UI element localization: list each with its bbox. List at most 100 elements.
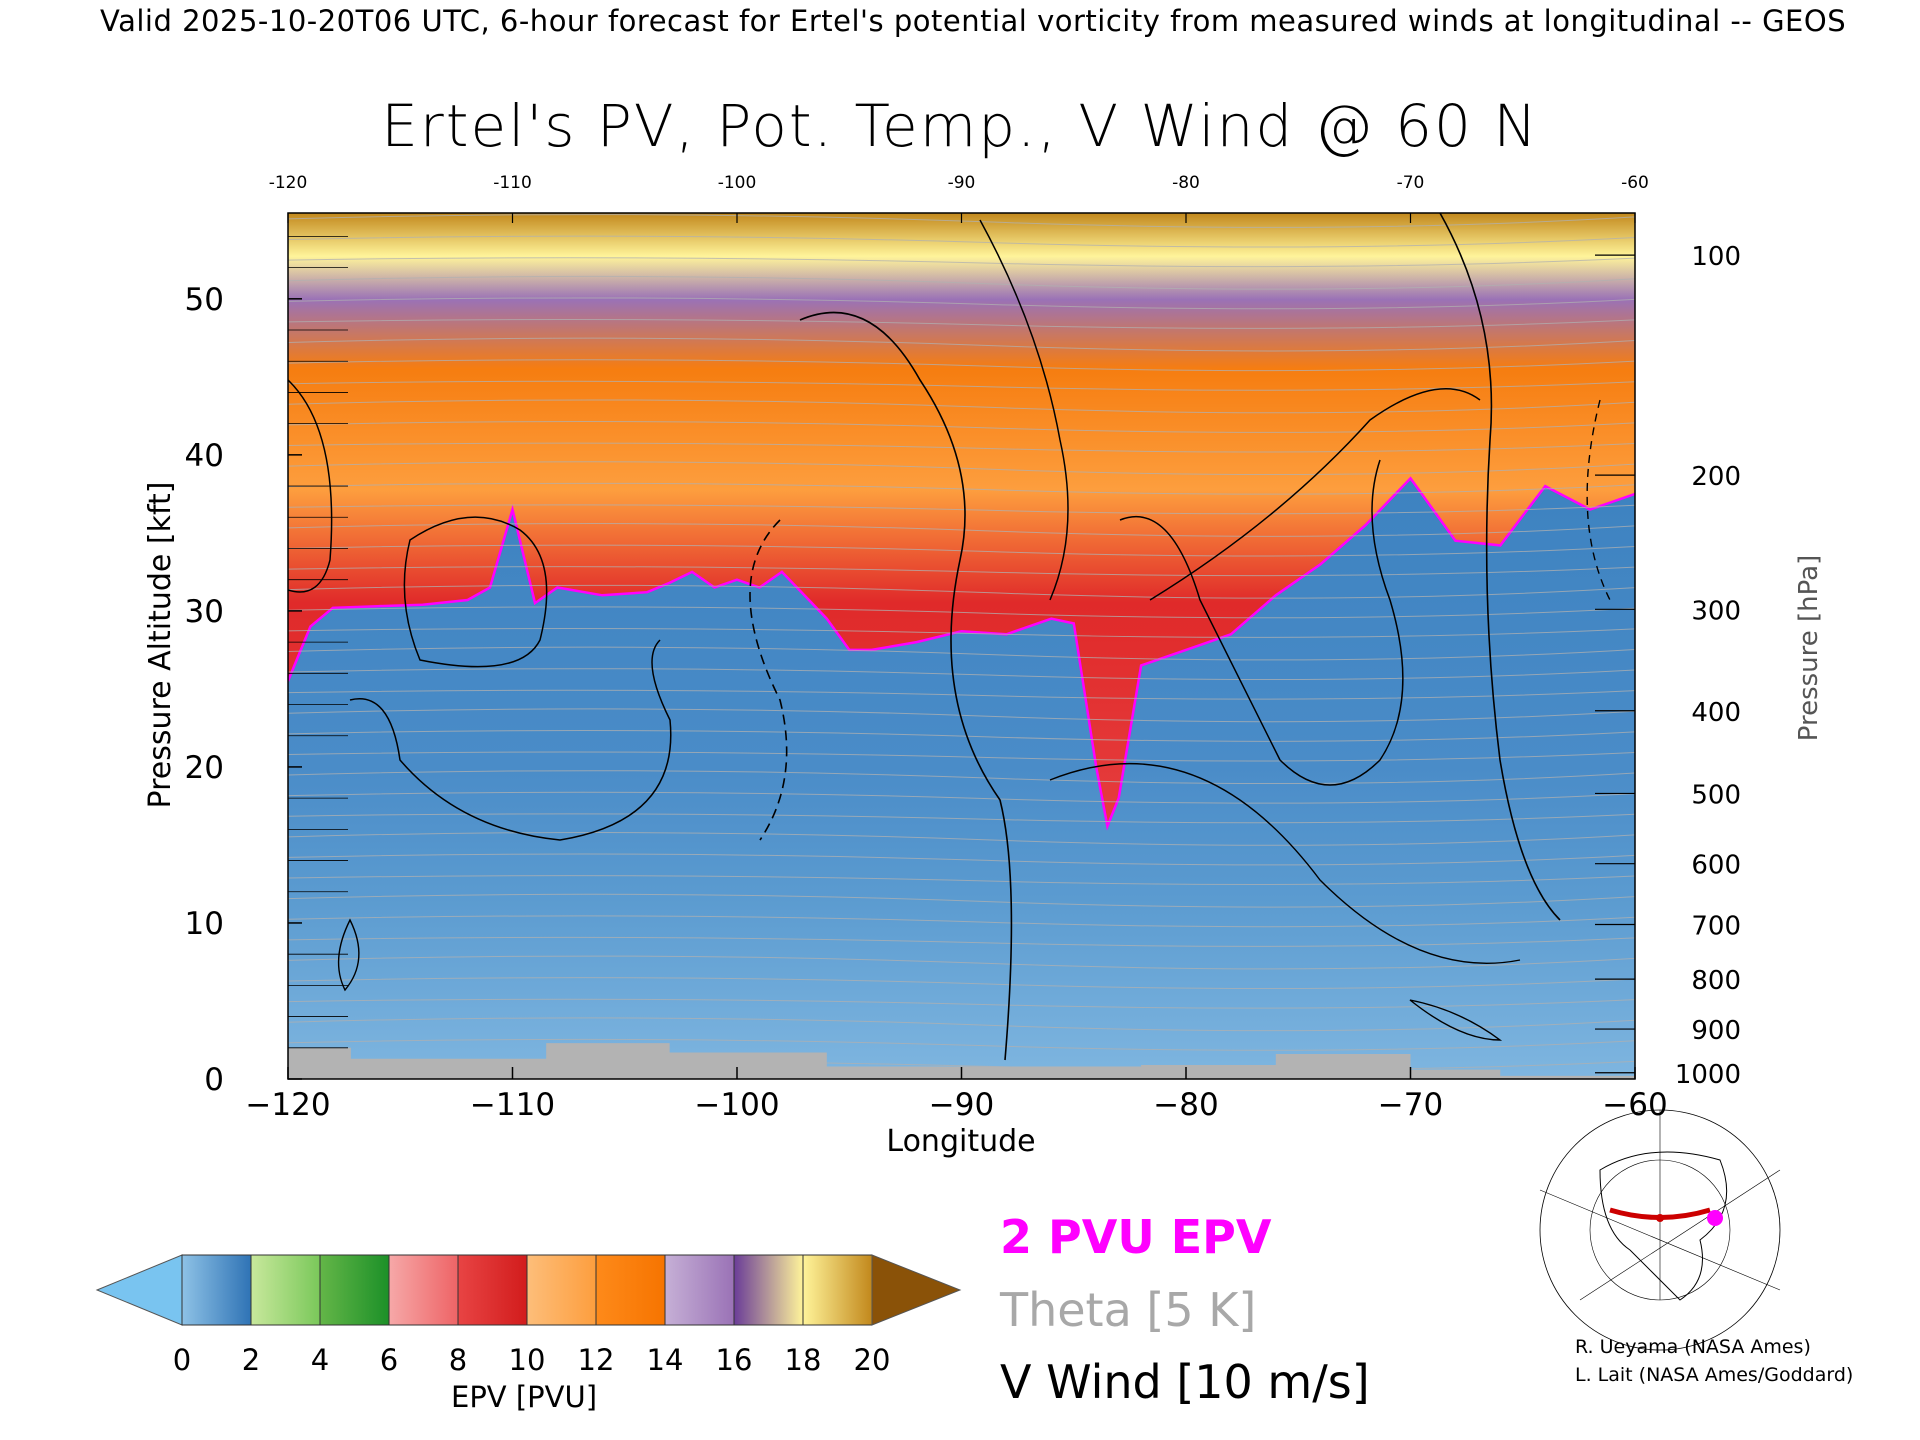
top-tick-label: -100: [718, 173, 757, 193]
colorbar-tick-label: 14: [647, 1343, 684, 1377]
x-tick-label: −70: [1378, 1087, 1443, 1123]
x-tick-label: −60: [1602, 1087, 1667, 1123]
right-tick-label: 1000: [1675, 1060, 1741, 1090]
theta-contour: [288, 646, 1635, 661]
right-tick-label: 500: [1691, 780, 1741, 810]
theta-contour: [288, 275, 1635, 290]
colorbar-tick-label: 0: [173, 1343, 191, 1377]
right-tick-label: 300: [1691, 596, 1741, 626]
theta-contour: [288, 584, 1635, 599]
theta-contour: [288, 606, 1635, 619]
theta-contour: [288, 399, 1635, 414]
colorbar-label: EPV [PVU]: [451, 1380, 598, 1414]
theta-contour: [288, 1017, 1635, 1032]
theta-contour: [288, 875, 1635, 886]
theta-contour: [288, 770, 1635, 784]
theta-contour: [288, 813, 1635, 824]
colorbar-tick-label: 4: [311, 1343, 329, 1377]
validity-header: Valid 2025-10-20T06 UTC, 6-hour forecast…: [100, 4, 1847, 38]
plot-area: [288, 213, 1635, 1079]
theta-contour: [288, 1038, 1635, 1051]
colorbar-tick-label: 18: [785, 1343, 822, 1377]
colorbar-tick-label: 10: [509, 1343, 546, 1377]
legend-theta: Theta [5 K]: [1000, 1283, 1257, 1337]
y2-axis-label: Pressure [hPa]: [1794, 555, 1824, 742]
x-tick-label: −110: [470, 1087, 555, 1123]
theta-contour: [288, 566, 1635, 577]
colorbar-tick-label: 6: [380, 1343, 398, 1377]
credit-line-2: L. Lait (NASA Ames/Goddard): [1575, 1364, 1854, 1386]
theta-contour: [288, 915, 1635, 928]
x-tick-label: −100: [694, 1087, 779, 1123]
theta-contour: [288, 482, 1635, 495]
legend-vwind: V Wind [10 m/s]: [1000, 1355, 1370, 1409]
right-tick-label: 200: [1691, 462, 1741, 492]
colorbar-under-arrow: [95, 1254, 183, 1326]
inset-section-point: [1656, 1214, 1664, 1222]
theta-contour: [288, 319, 1635, 329]
right-tick-label: 400: [1691, 698, 1741, 728]
theta-contour: [288, 214, 1635, 228]
colorbar-segment: [181, 1254, 252, 1326]
theta-contour: [288, 461, 1635, 476]
colorbar-segment: [457, 1254, 528, 1326]
theta-contour: [288, 708, 1635, 723]
theta-contour: [288, 668, 1635, 681]
x-axis: −120 −110 −100 −90 −80 −70 −60: [245, 1067, 1668, 1123]
theta-contour: [288, 893, 1635, 908]
credit-line-1: R. Ueyama (NASA Ames): [1575, 1336, 1811, 1358]
theta-contour: [288, 955, 1635, 970]
colorbar-over-arrow: [871, 1254, 962, 1326]
top-tick-label: -60: [1621, 173, 1649, 193]
x-tick-label: −90: [929, 1087, 994, 1123]
inset-continent-outline: [1599, 1151, 1728, 1301]
right-tick-label: 800: [1691, 966, 1741, 996]
colorbar-segment: [733, 1254, 804, 1326]
colorbar-segment: [802, 1254, 873, 1326]
y-tick-label: 0: [204, 1062, 224, 1098]
theta-contour: [288, 831, 1635, 846]
ground-fill: [288, 1043, 1635, 1079]
theta-contour: [288, 544, 1635, 557]
top-axis: -120 -110 -100 -90 -80 -70 -60: [269, 173, 1649, 223]
inset-map: [1539, 1109, 1781, 1351]
top-tick-label: -90: [948, 173, 976, 193]
right-tick-label: 100: [1691, 242, 1741, 272]
y-tick-label: 50: [185, 282, 224, 318]
plot-title: Ertel's PV, Pot. Temp., V Wind @ 60 N: [381, 92, 1539, 160]
colorbar-segment: [319, 1254, 390, 1326]
colorbar-segment: [250, 1254, 321, 1326]
colorbar-tick-label: 12: [578, 1343, 615, 1377]
x-tick-label: −80: [1153, 1087, 1218, 1123]
inset-meridian: [1579, 1169, 1781, 1301]
theta-contour: [288, 359, 1635, 372]
y-tick-label: 10: [185, 906, 224, 942]
top-tick-label: -110: [493, 173, 532, 193]
colorbar-tick-label: 20: [854, 1343, 891, 1377]
theta-contour: [288, 936, 1635, 947]
theta-contour: [288, 380, 1635, 391]
theta-contour: [288, 257, 1635, 268]
theta-contour: [288, 504, 1635, 515]
y-tick-label: 20: [185, 750, 224, 786]
inset-location-marker: [1707, 1210, 1723, 1226]
y-tick-label: 40: [185, 438, 224, 474]
topography: [288, 1043, 1635, 1079]
right-tick-label: 900: [1691, 1016, 1741, 1046]
legend-epv: 2 PVU EPV: [1000, 1210, 1272, 1264]
theta-contour: [288, 977, 1635, 989]
colorbar-segment: [664, 1254, 735, 1326]
top-tick-label: -120: [269, 173, 308, 193]
theta-contour: [288, 421, 1635, 433]
colorbar-segment: [388, 1254, 459, 1326]
vwind-contours: [288, 213, 1611, 1061]
theta-contour: [288, 751, 1635, 762]
colorbar-segment: [526, 1254, 597, 1326]
x-axis-label: Longitude: [886, 1124, 1035, 1159]
right-tick-label: 700: [1691, 912, 1741, 942]
colorbar-segment: [595, 1254, 666, 1326]
right-tick-label: 600: [1691, 851, 1741, 881]
theta-contour: [288, 791, 1635, 804]
x-tick-label: −120: [245, 1087, 330, 1123]
colorbar-tick-label: 8: [449, 1343, 467, 1377]
